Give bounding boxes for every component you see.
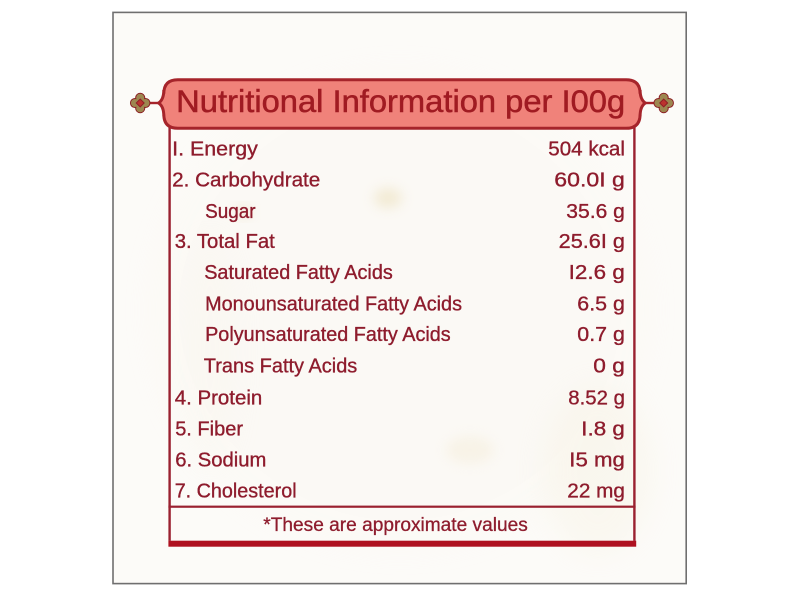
svg-text:7. Cholesterol: 7. Cholesterol — [175, 479, 297, 502]
svg-text:Nutritional Information per I0: Nutritional Information per I00g — [176, 83, 625, 119]
svg-text:I2.6 g: I2.6 g — [569, 261, 625, 284]
svg-text:504 kcal: 504 kcal — [548, 138, 625, 161]
svg-text:3. Total Fat: 3. Total Fat — [175, 230, 275, 253]
svg-text:I5 mg: I5 mg — [569, 449, 625, 472]
svg-text:Polyunsaturated Fatty Acids: Polyunsaturated Fatty Acids — [205, 323, 451, 346]
svg-text:Saturated Fatty Acids: Saturated Fatty Acids — [204, 261, 393, 284]
svg-text:I.8 g: I.8 g — [581, 418, 625, 441]
svg-text:60.0I g: 60.0I g — [554, 169, 625, 192]
svg-text:Monounsaturated Fatty Acids: Monounsaturated Fatty Acids — [205, 293, 462, 316]
svg-text:5. Fiber: 5. Fiber — [175, 418, 243, 441]
svg-text:35.6 g: 35.6 g — [566, 200, 625, 223]
svg-text:*These are approximate values: *These are approximate values — [263, 514, 528, 536]
svg-text:6.5 g: 6.5 g — [577, 293, 625, 316]
svg-text:6. Sodium: 6. Sodium — [175, 449, 266, 472]
svg-text:22 mg: 22 mg — [567, 479, 625, 502]
svg-text:0 g: 0 g — [593, 355, 625, 378]
svg-text:0.7 g: 0.7 g — [577, 323, 625, 346]
svg-text:I. Energy: I. Energy — [172, 138, 258, 161]
svg-text:Sugar: Sugar — [205, 200, 256, 223]
svg-text:2. Carbohydrate: 2. Carbohydrate — [172, 169, 320, 192]
svg-text:4. Protein: 4. Protein — [175, 387, 263, 410]
svg-text:Trans Fatty Acids: Trans Fatty Acids — [204, 355, 357, 378]
svg-text:8.52 g: 8.52 g — [568, 387, 625, 410]
svg-text:25.6I g: 25.6I g — [559, 230, 625, 253]
